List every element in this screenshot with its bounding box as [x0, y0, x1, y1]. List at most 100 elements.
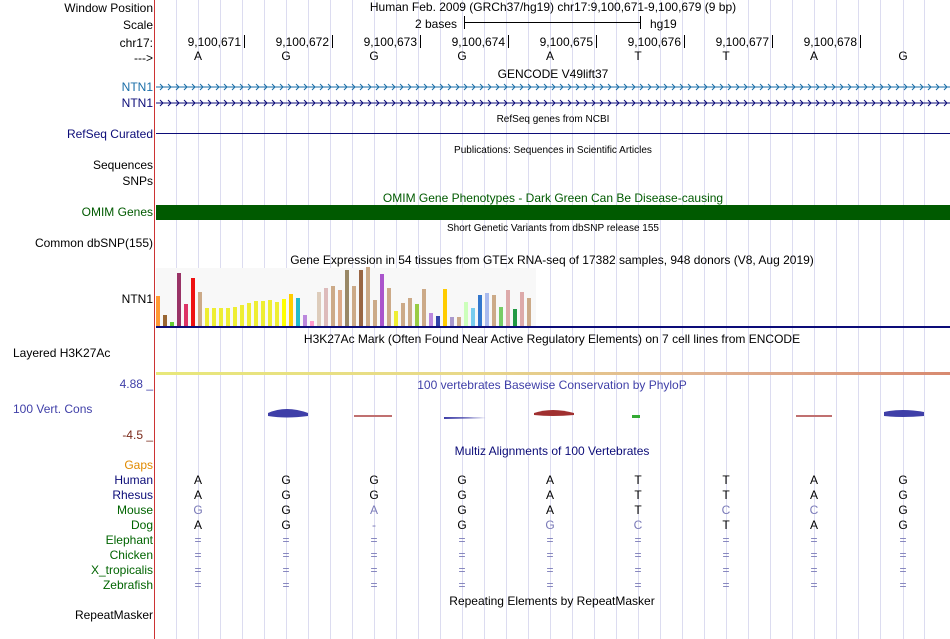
strand-arrow [887, 83, 892, 91]
track-label-repeatmasker[interactable]: RepeatMasker [74, 608, 153, 622]
species-label[interactable]: Rhesus [112, 488, 153, 502]
cons-min-label: -4.5 _ [122, 428, 153, 442]
gtex-bar[interactable] [443, 289, 447, 326]
species-label[interactable]: Dog [130, 518, 153, 532]
gtex-bar[interactable] [527, 298, 531, 326]
track-label-snps[interactable]: SNPs [122, 174, 153, 188]
gtex-bar[interactable] [317, 292, 321, 326]
strand-arrow [743, 99, 748, 107]
gtex-bar[interactable] [338, 290, 342, 326]
gtex-bar[interactable] [261, 301, 265, 326]
gtex-bar[interactable] [520, 292, 524, 326]
gtex-bar[interactable] [387, 288, 391, 326]
gtex-bar[interactable] [485, 293, 489, 326]
gtex-bar[interactable] [408, 298, 412, 326]
gtex-bar[interactable] [331, 286, 335, 326]
species-label[interactable]: Chicken [109, 548, 153, 562]
species-label[interactable]: X_tropicalis [90, 563, 153, 577]
gtex-bar[interactable] [429, 313, 433, 326]
gencode-strand-arrows-2 [159, 99, 948, 107]
ruler-tick [684, 35, 685, 48]
gtex-bar[interactable] [450, 317, 454, 326]
gtex-bar[interactable] [240, 305, 244, 326]
gtex-bar[interactable] [268, 300, 272, 326]
gtex-bar[interactable] [366, 267, 370, 326]
gtex-bar[interactable] [226, 308, 230, 326]
gtex-bar[interactable] [394, 311, 398, 326]
grid-line [903, 0, 904, 639]
strand-arrow [815, 83, 820, 91]
cons-wiggle[interactable] [156, 405, 950, 425]
track-label-h3k27ac[interactable]: Layered H3K27Ac [13, 346, 111, 360]
gtex-bar[interactable] [163, 315, 167, 326]
track-label-gencode-2[interactable]: NTN1 [121, 96, 153, 110]
gtex-bar[interactable] [415, 304, 419, 326]
gtex-bar[interactable] [247, 303, 251, 326]
strand-arrow [527, 83, 532, 91]
gtex-bar[interactable] [324, 288, 328, 326]
gtex-bar[interactable] [345, 270, 349, 326]
strand-arrow [487, 99, 492, 107]
gtex-bar[interactable] [352, 286, 356, 326]
gtex-bar[interactable] [296, 298, 300, 326]
track-label-dbsnp[interactable]: Common dbSNP(155) [34, 236, 153, 250]
strand-arrow [559, 83, 564, 91]
gtex-bar[interactable] [254, 301, 258, 326]
strand-arrow [719, 83, 724, 91]
strand-arrow [775, 83, 780, 91]
gtex-bar[interactable] [177, 273, 181, 326]
alignment-base: T [634, 473, 642, 487]
track-label-cons[interactable]: 100 Vert. Cons [13, 402, 93, 416]
gtex-bar[interactable] [464, 302, 468, 326]
gtex-bar[interactable] [191, 278, 195, 326]
strand-arrow [199, 99, 204, 107]
species-label[interactable]: Zebrafish [102, 578, 153, 592]
alignment-base: = [370, 578, 378, 592]
track-label-refseq[interactable]: RefSeq Curated [66, 127, 153, 141]
gtex-bar[interactable] [506, 290, 510, 326]
gtex-bar[interactable] [499, 307, 503, 326]
gtex-bar[interactable] [170, 322, 174, 326]
track-label-omim[interactable]: OMIM Genes [81, 205, 153, 219]
gtex-bar[interactable] [289, 294, 293, 326]
gtex-bar[interactable] [233, 307, 237, 326]
gtex-bar[interactable] [492, 295, 496, 326]
species-label[interactable]: Mouse [116, 503, 153, 517]
gtex-bar[interactable] [422, 289, 426, 326]
gtex-bar[interactable] [156, 296, 160, 326]
gtex-bar[interactable] [205, 308, 209, 326]
omim-gene-bar[interactable] [156, 205, 950, 220]
gtex-bar[interactable] [401, 303, 405, 326]
gtex-bar[interactable] [478, 295, 482, 326]
gtex-bar[interactable] [457, 317, 461, 326]
ruler-tick [596, 35, 597, 48]
gtex-bar[interactable] [310, 321, 314, 326]
gtex-bar[interactable] [513, 309, 517, 326]
gtex-bar[interactable] [359, 270, 363, 326]
species-label[interactable]: Elephant [105, 533, 153, 547]
species-label[interactable]: Human [114, 473, 153, 487]
gtex-bar[interactable] [282, 299, 286, 326]
gtex-bar[interactable] [373, 300, 377, 326]
gtex-bar[interactable] [436, 316, 440, 326]
track-label-gencode-1[interactable]: NTN1 [121, 80, 153, 94]
gtex-bar[interactable] [219, 308, 223, 326]
gtex-bar[interactable] [303, 315, 307, 326]
strand-arrow [463, 83, 468, 91]
gtex-bar[interactable] [471, 308, 475, 326]
strand-arrow [303, 83, 308, 91]
track-label-gaps[interactable]: Gaps [124, 458, 153, 472]
strand-arrow [543, 99, 548, 107]
ruler-position: 9,100,676 [627, 35, 681, 49]
gtex-bar[interactable] [184, 304, 188, 326]
refseq-gene-line[interactable] [156, 133, 950, 134]
gtex-bar[interactable] [198, 292, 202, 326]
gtex-bar[interactable] [275, 302, 279, 326]
strand-arrow [551, 83, 556, 91]
track-label-gtex[interactable]: NTN1 [121, 292, 153, 306]
gencode-genes[interactable] [156, 80, 950, 110]
gtex-bar[interactable] [212, 308, 216, 326]
gtex-bar[interactable] [380, 274, 384, 326]
track-label-sequences[interactable]: Sequences [92, 158, 153, 172]
h3k27ac-signal[interactable] [156, 372, 950, 375]
